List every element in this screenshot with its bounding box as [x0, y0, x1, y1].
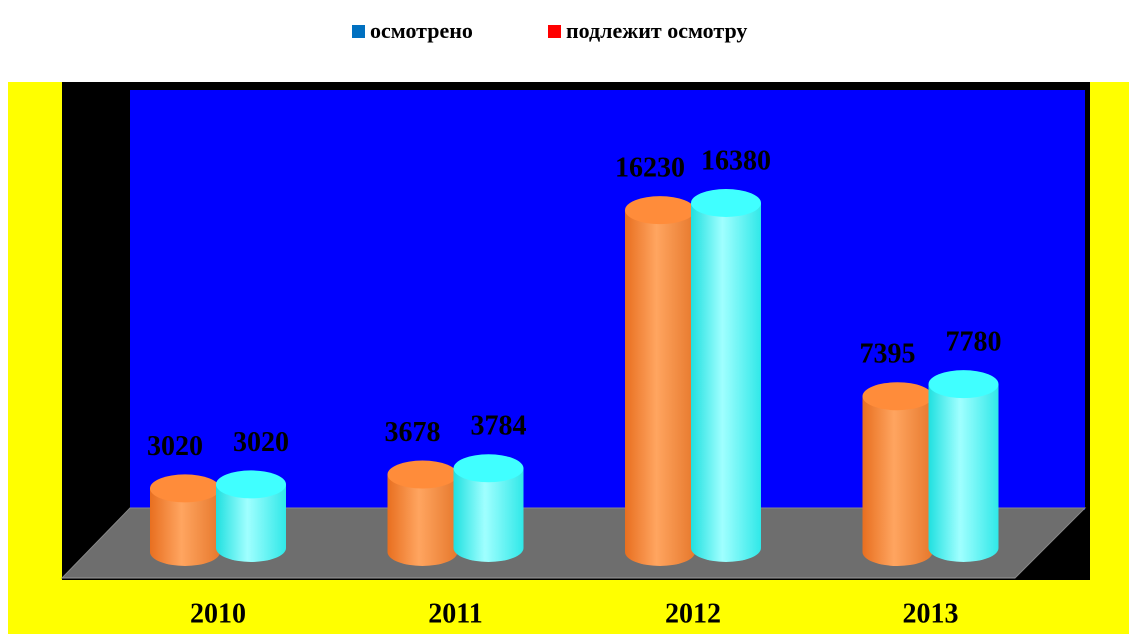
x-tick-label: 2012 — [665, 598, 721, 629]
bar-body — [150, 488, 220, 566]
bar-top — [691, 189, 761, 217]
bar-body — [928, 384, 999, 563]
legend-label: подлежит осмотру — [566, 18, 747, 43]
x-tick-label: 2010 — [190, 598, 246, 629]
data-label: 3678 — [385, 417, 441, 448]
bars — [150, 189, 999, 566]
x-tick-label: 2011 — [428, 598, 482, 629]
bar — [150, 474, 220, 566]
bar — [216, 470, 286, 562]
legend-swatch — [352, 25, 365, 38]
bar-top — [216, 470, 286, 499]
data-label: 7395 — [860, 339, 916, 370]
bar-body — [862, 396, 933, 566]
bar — [625, 196, 695, 566]
bar-body — [691, 203, 761, 562]
bar — [928, 370, 999, 563]
bar — [387, 460, 458, 566]
bar-body — [453, 468, 524, 563]
legend-swatch — [548, 25, 561, 38]
data-label: 16380 — [701, 145, 771, 176]
data-label: 3020 — [147, 431, 203, 462]
bar — [691, 189, 761, 562]
bar-top — [387, 460, 458, 489]
bar-body — [625, 210, 695, 566]
bar-body — [216, 484, 286, 562]
bar-top — [625, 196, 695, 225]
legend-label: осмотрено — [370, 18, 473, 43]
bar — [453, 454, 524, 563]
bar-top — [150, 474, 220, 503]
bar-body — [387, 474, 458, 566]
x-tick-label: 2013 — [903, 598, 959, 629]
bar-top — [862, 382, 933, 411]
bar — [862, 382, 933, 566]
data-label: 3020 — [233, 427, 289, 458]
data-label: 7780 — [946, 327, 1002, 358]
bar-top — [453, 454, 524, 483]
data-label: 16230 — [615, 153, 685, 184]
legend: осмотрено подлежит осмотру — [352, 18, 747, 43]
data-label: 3784 — [471, 411, 527, 442]
bar-top — [928, 370, 999, 399]
